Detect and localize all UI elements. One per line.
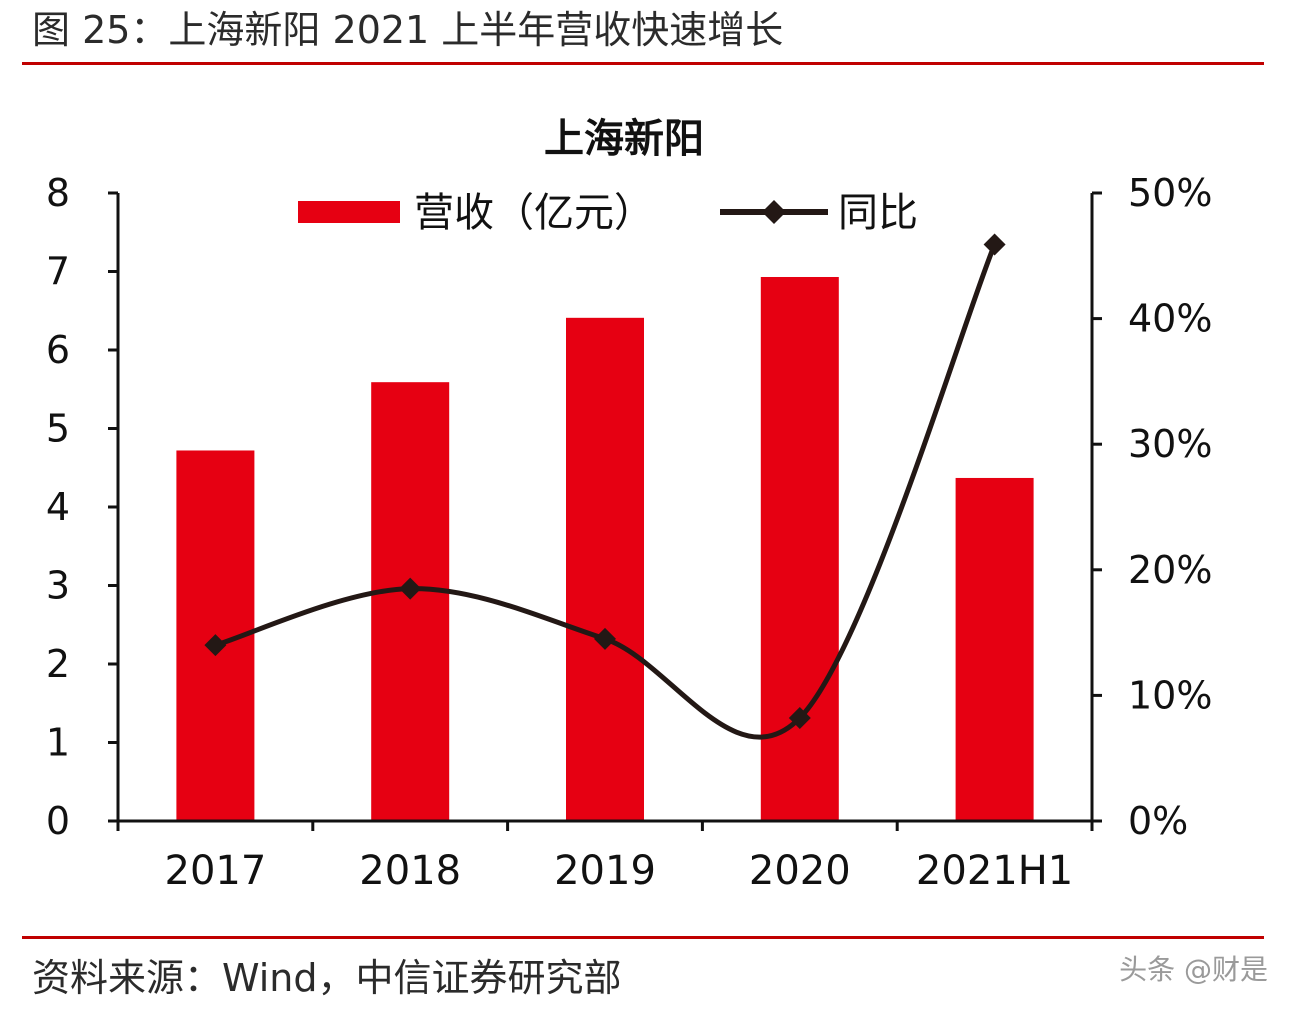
- yoy-marker-2018: [399, 577, 422, 600]
- bottom-divider: [22, 936, 1264, 939]
- bar-2019: [566, 317, 644, 821]
- top-divider: [22, 62, 1264, 65]
- left-tick-label: 5: [46, 407, 70, 451]
- legend-bar-swatch: [298, 201, 400, 223]
- figure-title: 图 25：上海新阳 2021 上半年营收快速增长: [32, 8, 784, 52]
- left-tick-label: 0: [46, 799, 70, 843]
- left-tick-label: 2: [46, 642, 70, 686]
- x-tick-label: 2018: [359, 848, 461, 894]
- legend-line-label: 同比: [838, 190, 918, 236]
- chart-title: 上海新阳: [544, 116, 704, 162]
- left-tick-label: 8: [46, 171, 70, 215]
- yoy-marker-2017: [204, 634, 227, 657]
- right-tick-label: 10%: [1128, 673, 1212, 717]
- right-tick-label: 40%: [1128, 297, 1212, 341]
- left-tick-label: 4: [46, 485, 70, 529]
- x-tick-label: 2020: [749, 848, 851, 894]
- yoy-line: [214, 243, 997, 740]
- x-tick-label: 2019: [554, 848, 656, 894]
- bar-2020: [760, 276, 839, 821]
- left-tick-label: 7: [46, 250, 70, 294]
- left-tick-label: 3: [46, 564, 70, 608]
- legend-bar-label: 营收（亿元）: [414, 190, 654, 236]
- yoy-marker-2020: [788, 707, 811, 730]
- yoy-marker-2021H1: [983, 233, 1006, 256]
- watermark: 头条 @财是: [1119, 953, 1268, 986]
- left-tick-label: 1: [46, 721, 70, 765]
- source-note: 资料来源：Wind，中信证券研究部: [32, 956, 622, 1000]
- left-tick-label: 6: [46, 328, 70, 372]
- bar-2018: [371, 382, 450, 821]
- right-tick-label: 50%: [1128, 171, 1212, 215]
- right-tick-label: 20%: [1128, 548, 1212, 592]
- x-tick-label: 2017: [165, 848, 267, 894]
- bar-2021H1: [955, 477, 1034, 821]
- legend-line-marker: [762, 200, 786, 224]
- x-tick-label: 2021H1: [916, 848, 1073, 894]
- right-tick-label: 30%: [1128, 422, 1212, 466]
- yoy-marker-2019: [594, 627, 616, 650]
- right-tick-label: 0%: [1128, 799, 1188, 843]
